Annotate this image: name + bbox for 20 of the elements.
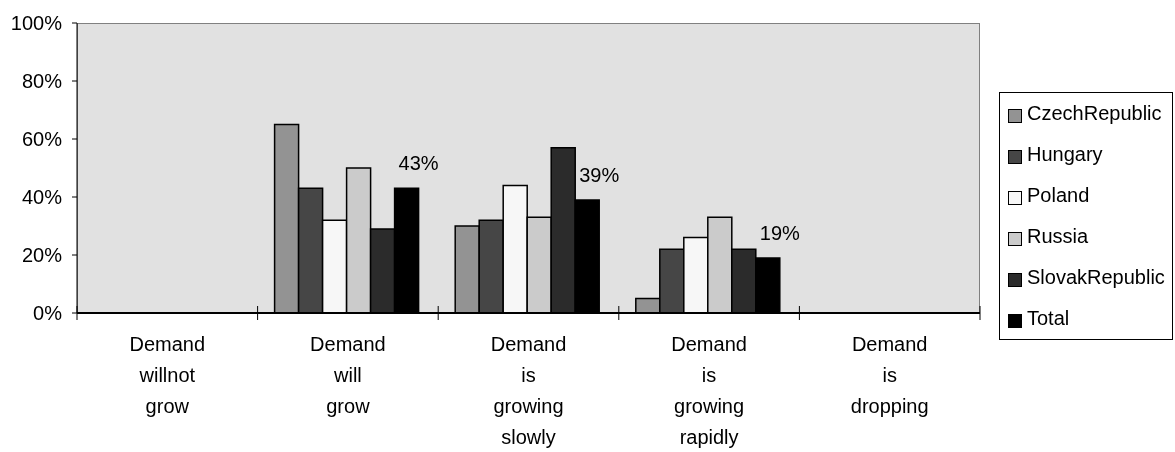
y-tick-label: 0% <box>33 302 63 325</box>
x-tick-label: Demand is growing rapidly <box>671 333 747 448</box>
y-tick-label: 20% <box>21 244 63 267</box>
data-label: 43% <box>398 152 439 175</box>
legend-label: Total <box>1027 307 1070 330</box>
x-tick-label: Demand is dropping <box>850 333 929 417</box>
x-tick-label: Demand will grow <box>310 333 386 417</box>
data-label: 39% <box>579 163 620 186</box>
y-tick-label: 60% <box>21 128 63 151</box>
legend-label: CzechRepublic <box>1027 102 1162 125</box>
x-tick-label: Demand willnot grow <box>129 333 206 417</box>
y-tick-label: 80% <box>21 70 63 93</box>
y-tick-label: 40% <box>21 186 63 209</box>
legend-label: Russia <box>1027 225 1089 248</box>
legend-label: Hungary <box>1027 143 1103 166</box>
data-label: 19% <box>759 221 801 244</box>
y-tick-label: 100% <box>10 12 63 35</box>
legend-label: SlovakRepublic <box>1027 266 1165 289</box>
x-tick-label: Demand is growing slowly <box>490 333 567 448</box>
legend-label: Poland <box>1027 184 1090 207</box>
